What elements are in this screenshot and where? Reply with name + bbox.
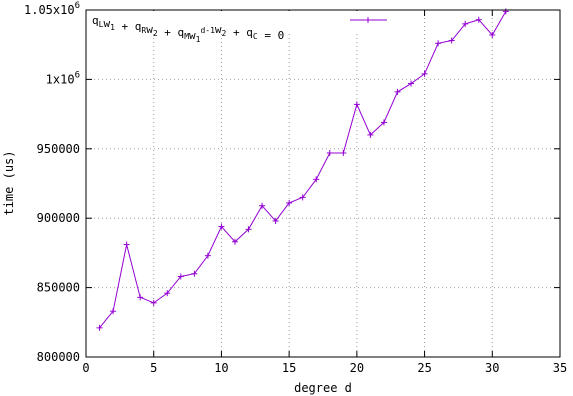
legend-label: qLw1 + qRw2 + qMw1d-1w2 + qC = 0 [92, 14, 284, 44]
data-point [191, 270, 198, 277]
x-axis-label: degree d [294, 381, 352, 395]
data-point [137, 294, 144, 301]
x-tick-label: 35 [553, 361, 567, 375]
y-tick-label: 1.05x106 [24, 1, 80, 17]
y-axis-label: time (us) [2, 150, 16, 215]
grid [86, 10, 560, 357]
data-point [231, 238, 238, 245]
y-tick-label: 1x106 [46, 70, 80, 86]
data-point [502, 8, 509, 15]
x-tick-label: 5 [150, 361, 157, 375]
data-point [462, 20, 469, 27]
data-point [164, 290, 171, 297]
legend: qLw1 + qRw2 + qMw1d-1w2 + qC = 0 [90, 11, 390, 44]
data-point [367, 131, 374, 138]
y-tick-label: 850000 [37, 281, 80, 295]
legend-marker-cross [365, 17, 371, 23]
legend-background [90, 11, 390, 31]
plot-frame [85, 9, 561, 358]
data-point [313, 176, 320, 183]
data-point [353, 101, 360, 108]
data-point [408, 80, 415, 87]
x-tick-label: 0 [82, 361, 89, 375]
x-tick-label: 30 [485, 361, 499, 375]
data-point [245, 226, 252, 233]
legend-marker [365, 17, 371, 23]
data-point [123, 241, 130, 248]
data-point [299, 194, 306, 201]
data-point [448, 37, 455, 44]
x-tick-label: 25 [417, 361, 431, 375]
data-point [218, 223, 225, 230]
data-point [96, 324, 103, 331]
data-point [259, 202, 266, 209]
y-tick-label: 800000 [37, 350, 80, 364]
data-point [475, 16, 482, 23]
data-point [435, 40, 442, 47]
data-point [421, 70, 428, 77]
y-tick-label: 950000 [37, 142, 80, 156]
data-point [204, 252, 211, 259]
data-point [326, 149, 333, 156]
series-layer [96, 8, 509, 331]
data-point [394, 88, 401, 95]
x-tick-label: 15 [282, 361, 296, 375]
x-tick-label: 10 [214, 361, 228, 375]
tick-labels: 0 5 10 15 20 25 30 35 800000 850000 900000 950000 1x… [24, 1, 567, 375]
series-line [99, 11, 507, 329]
y-tick-label: 900000 [37, 211, 80, 225]
x-tick-label: 20 [350, 361, 364, 375]
data-point [177, 273, 184, 280]
data-point [150, 299, 157, 306]
data-point [340, 149, 347, 156]
data-point [272, 217, 279, 224]
ticks [85, 9, 561, 358]
data-point [286, 199, 293, 206]
data-point [380, 119, 387, 126]
data-point [489, 31, 496, 38]
data-point [110, 308, 117, 315]
